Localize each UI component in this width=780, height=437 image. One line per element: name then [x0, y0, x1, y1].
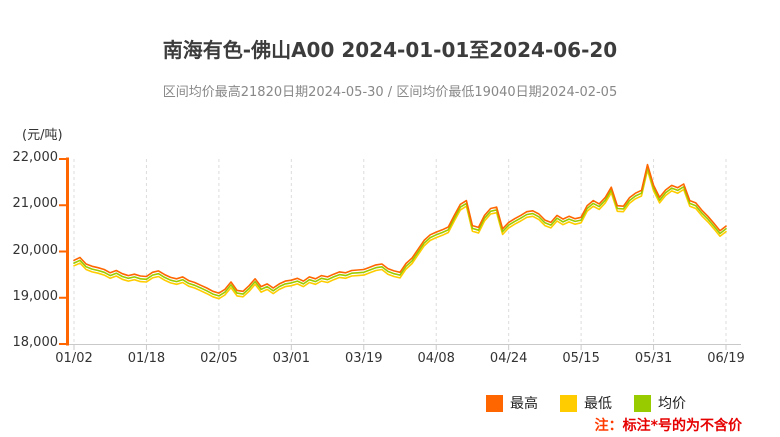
x-axis-label: 06/19: [707, 351, 745, 366]
highest-series-swatch-icon: [486, 394, 503, 412]
x-axis-label: 03/01: [272, 351, 311, 366]
y-axis-label: 19,000: [12, 288, 59, 304]
y-axis-unit-label: (元/吨): [22, 128, 63, 143]
chart-subtitle: 区间均价最高21820日期2024-05-30 / 区间均价最低19040日期2…: [162, 85, 618, 100]
y-axis-label: 18,000: [12, 335, 59, 350]
series-line-最低: [73, 169, 727, 300]
x-axis-label: 03/19: [345, 351, 383, 366]
x-axis-label: 04/24: [489, 351, 528, 366]
legend-item-lowest: 最低: [560, 393, 612, 413]
x-axis-label: 01/02: [55, 351, 93, 366]
x-axis-label: 05/31: [634, 351, 673, 366]
chart-title: 南海有色-佛山A00 2024-01-01至2024-06-20: [162, 38, 618, 62]
average-series-swatch-icon: [634, 394, 651, 412]
y-axis-label: 21,000: [12, 196, 59, 212]
y-axis-label: 20,000: [12, 242, 59, 258]
footnote-prefix: 注：: [594, 418, 623, 434]
legend-label-average: 均价: [658, 396, 686, 412]
legend-item-highest: 最高: [486, 393, 538, 413]
lowest-series-swatch-icon: [560, 394, 577, 412]
legend-item-average: 均价: [634, 393, 686, 413]
chart-legend: 最高 最低 均价: [486, 393, 686, 413]
legend-label-lowest: 最低: [584, 396, 612, 412]
x-axis-label: 05/15: [562, 351, 600, 366]
footnote-text: 标注*号的为不含价: [622, 418, 742, 434]
legend-label-highest: 最高: [510, 396, 538, 412]
x-axis-label: 02/05: [200, 351, 238, 366]
series-line-均价: [73, 166, 727, 297]
y-axis-label: 22,000: [12, 150, 59, 165]
series-line-最高: [73, 163, 727, 294]
x-axis-label: 04/08: [417, 351, 455, 366]
footnote: 注：标注*号的为不含价: [595, 415, 742, 435]
x-axis-label: 01/18: [127, 351, 166, 366]
